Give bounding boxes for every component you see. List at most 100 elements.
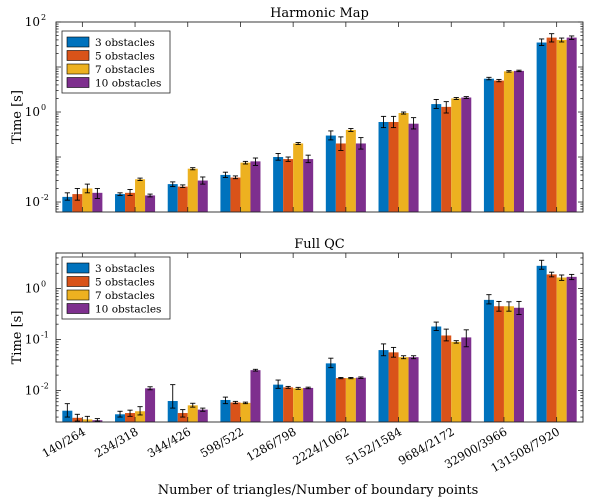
bar bbox=[177, 413, 188, 422]
error-bar bbox=[539, 259, 545, 270]
error-bar bbox=[358, 376, 364, 379]
y-tick-exponent: -1 bbox=[41, 331, 49, 340]
x-tick-label: 234/318 bbox=[92, 424, 140, 460]
bar bbox=[197, 409, 208, 422]
error-bar bbox=[64, 403, 70, 418]
legend-label: 7 obstacles bbox=[95, 64, 155, 76]
error-bar bbox=[549, 33, 555, 43]
bar bbox=[125, 413, 136, 422]
legend-swatch bbox=[66, 276, 90, 287]
x-axis-tick-labels: 140/264 234/318 344/426 598/5221286/7982224… bbox=[39, 424, 562, 475]
error-bar bbox=[295, 386, 301, 390]
bar bbox=[546, 274, 557, 422]
error-bar bbox=[496, 300, 502, 312]
error-bar bbox=[275, 152, 281, 161]
x-tick-label: 5152/1584 bbox=[343, 424, 404, 467]
error-bar bbox=[463, 96, 469, 99]
bar bbox=[513, 70, 524, 213]
error-bar bbox=[232, 400, 239, 405]
error-bar bbox=[358, 137, 364, 150]
error-bar bbox=[433, 321, 439, 331]
error-bar bbox=[400, 111, 407, 115]
error-bar bbox=[463, 329, 469, 348]
bar bbox=[283, 387, 294, 422]
x-tick-label: 2224/1062 bbox=[290, 424, 351, 467]
error-bar bbox=[348, 376, 354, 380]
error-bar bbox=[127, 409, 133, 417]
error-bar bbox=[380, 115, 387, 129]
bar bbox=[378, 350, 389, 422]
bar bbox=[355, 377, 366, 422]
error-bar bbox=[569, 35, 575, 40]
error-bar bbox=[117, 410, 123, 418]
bar bbox=[461, 97, 472, 212]
error-bar bbox=[400, 355, 407, 360]
error-bar bbox=[443, 328, 449, 342]
bar bbox=[167, 184, 178, 212]
error-bar bbox=[486, 294, 492, 305]
error-bar bbox=[147, 193, 153, 198]
error-bar bbox=[180, 184, 186, 188]
bar bbox=[293, 143, 304, 212]
error-bar bbox=[453, 340, 459, 344]
error-bar bbox=[117, 192, 123, 196]
error-bar bbox=[74, 188, 80, 201]
y-tick-label: 10 bbox=[25, 383, 40, 397]
error-bar bbox=[516, 300, 522, 315]
error-bar bbox=[486, 76, 492, 81]
x-tick-label: 1286/798 bbox=[244, 424, 299, 464]
bar bbox=[556, 277, 567, 422]
error-bar bbox=[539, 38, 545, 46]
bar bbox=[293, 388, 304, 422]
bar bbox=[115, 194, 126, 212]
axes-frame bbox=[55, 21, 584, 213]
error-bar bbox=[147, 386, 153, 391]
bar bbox=[483, 78, 494, 212]
axes-frame bbox=[55, 252, 584, 423]
error-bar bbox=[453, 97, 459, 100]
error-bar bbox=[443, 101, 449, 114]
bar bbox=[220, 399, 231, 422]
legend-swatch bbox=[66, 63, 90, 75]
error-bar bbox=[74, 413, 80, 422]
error-bar bbox=[559, 274, 565, 281]
error-bar bbox=[506, 301, 512, 312]
error-bar bbox=[285, 156, 291, 162]
error-bar bbox=[84, 183, 90, 194]
bar bbox=[187, 168, 198, 212]
bar bbox=[461, 337, 472, 422]
error-bar bbox=[170, 384, 176, 409]
bar bbox=[145, 195, 156, 212]
bar bbox=[355, 143, 366, 212]
error-bar bbox=[516, 69, 522, 73]
error-bar bbox=[200, 176, 206, 185]
bar bbox=[441, 106, 452, 212]
bar bbox=[431, 326, 442, 422]
error-bar bbox=[390, 115, 397, 129]
error-bar bbox=[252, 368, 259, 372]
legend-swatch bbox=[66, 36, 90, 48]
legend-label: 10 obstacles bbox=[95, 78, 161, 90]
bar bbox=[378, 121, 389, 212]
bar bbox=[62, 196, 73, 212]
legend-swatch bbox=[66, 50, 90, 61]
bar bbox=[493, 306, 504, 422]
bar bbox=[125, 192, 136, 212]
legend-swatch bbox=[66, 289, 90, 301]
error-bar bbox=[170, 181, 176, 188]
bar bbox=[220, 174, 231, 212]
y-tick-exponent: -2 bbox=[41, 381, 49, 390]
bar bbox=[335, 143, 346, 212]
legend-label: 3 obstacles bbox=[95, 37, 155, 49]
error-bar bbox=[137, 406, 143, 416]
y-tick-label: 10 bbox=[25, 333, 40, 347]
error-bar bbox=[127, 189, 133, 196]
bar bbox=[82, 188, 93, 212]
error-bar bbox=[190, 402, 196, 408]
legend-label: 3 obstacles bbox=[95, 263, 155, 275]
error-bar bbox=[94, 418, 100, 422]
legend-swatch bbox=[66, 77, 90, 88]
bar bbox=[240, 162, 251, 212]
